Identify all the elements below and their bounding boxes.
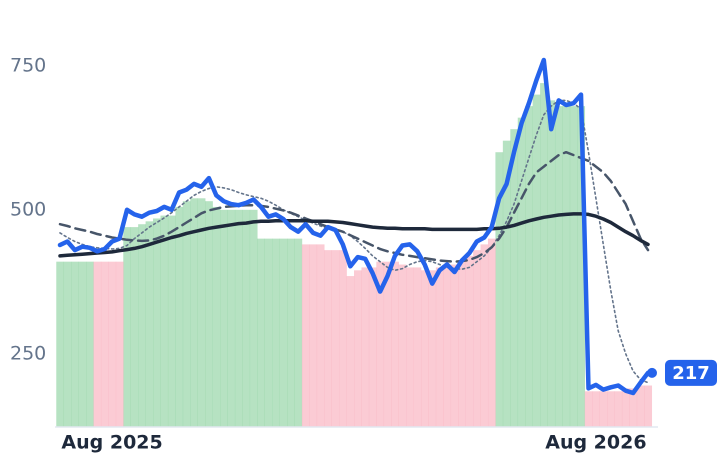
background-bar	[279, 238, 288, 427]
y-tick-label: 250	[10, 342, 46, 364]
background-bar	[182, 201, 191, 427]
series-line	[58, 150, 650, 263]
background-bar	[361, 267, 370, 427]
background-bar	[287, 238, 295, 427]
background-bar	[554, 106, 563, 427]
background-bar	[540, 83, 548, 428]
background-bar	[316, 244, 325, 427]
background-bar	[324, 250, 332, 427]
background-bar	[272, 238, 280, 427]
background-bar	[93, 261, 102, 427]
background-bar	[212, 206, 221, 427]
background-bar	[614, 391, 623, 427]
background-bar	[234, 209, 243, 427]
background-bar	[331, 250, 340, 427]
last-value-label: 217	[672, 363, 710, 384]
background-bar	[502, 140, 511, 428]
series-line	[58, 212, 650, 258]
background-bar	[480, 244, 489, 427]
background-bar	[71, 261, 79, 427]
background-bar	[525, 106, 533, 427]
last-point	[647, 367, 657, 378]
x-tick-label: Aug 2025	[61, 432, 162, 454]
background-bar	[376, 261, 385, 427]
background-bar	[354, 270, 362, 427]
background-bar	[130, 227, 139, 427]
background-bar	[644, 385, 653, 427]
background-bar	[138, 224, 146, 427]
background-bar	[473, 250, 481, 427]
background-bar	[301, 244, 310, 427]
background-bar	[78, 261, 87, 427]
background-bar	[205, 201, 213, 427]
background-bar	[309, 244, 318, 427]
background-bar	[577, 106, 586, 427]
background-bar	[487, 238, 496, 427]
background-bar	[450, 264, 459, 427]
background-bar	[398, 264, 407, 427]
background-bar	[153, 218, 161, 427]
background-bar	[428, 270, 437, 427]
background-bar	[339, 250, 347, 427]
background-bar	[562, 106, 571, 427]
background-bar	[63, 261, 72, 427]
background-bar	[592, 391, 600, 427]
background-bar	[569, 106, 578, 427]
background-bar	[249, 209, 258, 427]
background-bar	[607, 391, 615, 427]
background-bar	[636, 385, 645, 427]
y-tick-label: 500	[10, 198, 46, 220]
background-bar	[242, 209, 251, 427]
last-value-badge	[665, 359, 717, 386]
background-bar	[167, 215, 176, 427]
background-bar	[56, 261, 65, 427]
background-bar	[547, 100, 556, 427]
background-bar	[406, 267, 414, 427]
background-bar	[621, 388, 630, 427]
background-bar	[220, 209, 228, 427]
background-bar	[458, 261, 466, 427]
background-bar	[145, 221, 154, 427]
background-bar	[115, 261, 124, 427]
background-bar	[368, 267, 377, 427]
background-bar	[100, 261, 109, 427]
background-bar	[435, 267, 444, 427]
background-bar	[495, 152, 504, 428]
background-bar	[465, 255, 474, 427]
background-bar	[123, 227, 132, 427]
y-tick-label: 750	[10, 54, 46, 76]
background-bar	[629, 388, 638, 427]
background-bar	[413, 267, 422, 427]
background-bar	[443, 267, 452, 427]
background-bar	[532, 94, 541, 428]
background-bar	[517, 117, 526, 427]
background-bar	[108, 261, 117, 427]
background-bar	[190, 198, 198, 427]
series-line	[57, 57, 651, 396]
background-bar	[510, 129, 519, 428]
x-tick-label: Aug 2026	[545, 432, 646, 454]
background-bar	[257, 238, 265, 427]
background-bar	[86, 261, 94, 427]
background-bar	[175, 206, 184, 427]
background-bar	[420, 270, 429, 427]
background-bar	[383, 261, 392, 427]
background-bar	[264, 238, 273, 427]
background-bar	[227, 209, 236, 427]
background-bar	[391, 261, 399, 427]
background-bar	[584, 391, 593, 427]
background-bar	[599, 391, 608, 427]
background-bar	[294, 238, 303, 427]
background-bar	[160, 215, 169, 427]
background-bar	[197, 198, 206, 427]
background-bar	[346, 276, 355, 427]
